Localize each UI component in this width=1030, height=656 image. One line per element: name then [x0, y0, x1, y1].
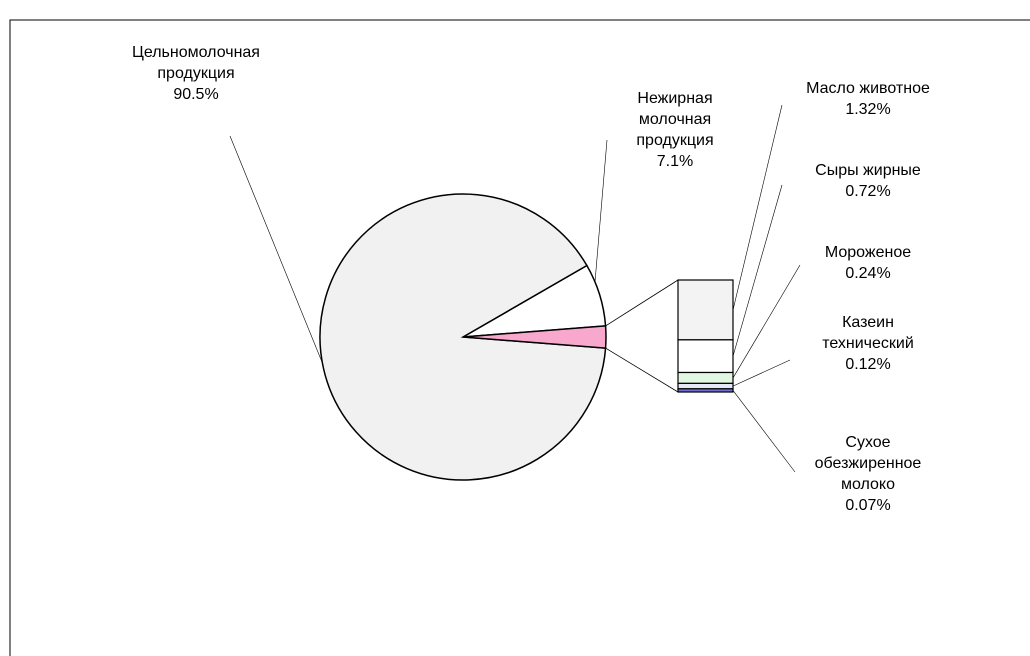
value-label: 0.12% — [845, 356, 891, 373]
connector — [605, 279, 679, 327]
category-name: Сыры жирные — [815, 162, 921, 179]
bar-segment — [677, 371, 734, 384]
leader-line — [732, 390, 796, 473]
category-name: Цельномолочная продукция — [132, 44, 260, 82]
leader-line — [594, 139, 608, 283]
leader-line — [732, 104, 783, 310]
leader-line — [732, 264, 801, 379]
pie-slice-other — [462, 325, 607, 349]
bar-segment — [677, 388, 734, 393]
data-label: Сухое обезжиренное молоко 0.07% — [803, 432, 933, 516]
data-label: Масло животное 1.32% — [768, 78, 968, 120]
data-label: Цельномолочная продукция 90.5% — [121, 42, 271, 105]
data-label: Казеин технический 0.12% — [803, 312, 933, 375]
data-label: Мороженое 0.24% — [768, 242, 968, 284]
category-name: Казеин технический — [822, 314, 914, 352]
leader-line — [229, 135, 323, 363]
data-label: Сыры жирные 0.72% — [768, 160, 968, 202]
bar-segment — [677, 382, 734, 390]
leader-line — [732, 359, 791, 387]
bar-segment — [677, 279, 734, 341]
value-label: 1.32% — [845, 101, 891, 118]
pie-slice — [319, 193, 607, 481]
data-label: Нежирная молочная продукция 7.1% — [620, 88, 730, 172]
value-label: 0.07% — [845, 497, 891, 514]
frame — [9, 19, 1030, 656]
connector — [605, 347, 679, 393]
category-name: Сухое обезжиренное молоко — [814, 434, 922, 493]
value-label: 0.72% — [845, 183, 891, 200]
value-label: 90.5% — [173, 86, 219, 103]
value-label: 7.1% — [656, 153, 694, 170]
bar-segment — [677, 339, 734, 374]
category-name: Масло животное — [806, 80, 930, 97]
category-name: Мороженое — [824, 244, 912, 261]
category-name: Нежирная молочная продукция — [636, 90, 714, 149]
leader-line — [732, 184, 783, 357]
value-label: 0.24% — [845, 265, 891, 282]
